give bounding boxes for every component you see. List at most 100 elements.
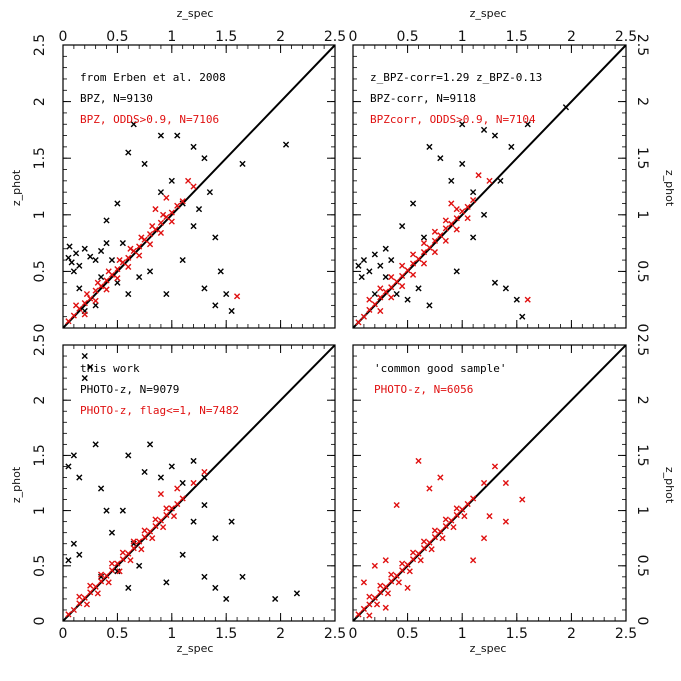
point-stroke xyxy=(160,211,167,218)
point-stroke xyxy=(76,305,83,312)
scatter-point-red xyxy=(459,208,466,215)
x-tick-label-bottom: 0.5 xyxy=(106,626,128,642)
scatter-point-red xyxy=(428,546,435,553)
scatter-point-black xyxy=(97,273,105,281)
scatter-point-red xyxy=(399,262,406,269)
scatter-point-red xyxy=(146,241,154,248)
scatter-point-red xyxy=(519,496,526,503)
scatter-point-red xyxy=(442,225,449,232)
scatter-point-red xyxy=(87,589,94,596)
scatter-point-red xyxy=(409,271,417,278)
point-stroke xyxy=(179,551,186,558)
scatter-point-red xyxy=(486,177,493,184)
point-stroke xyxy=(108,529,116,536)
point-stroke xyxy=(125,550,132,557)
annotation-top-left-3: BPZ, ODDS>0.9, N=7106 xyxy=(80,113,219,126)
point-stroke xyxy=(185,177,192,184)
point-stroke xyxy=(103,507,110,514)
point-stroke xyxy=(174,132,181,139)
scatter-point-red xyxy=(475,172,482,179)
point-stroke xyxy=(464,500,471,508)
point-stroke xyxy=(388,284,395,291)
point-stroke xyxy=(373,601,381,608)
point-stroke xyxy=(114,560,121,567)
scatter-point-black xyxy=(108,529,116,536)
scatter-point-red xyxy=(366,296,373,303)
scatter-point-red xyxy=(127,245,134,252)
scatter-point-red xyxy=(70,312,77,319)
scatter-point-black xyxy=(179,200,186,207)
scatter-point-red xyxy=(409,556,417,563)
scatter-point-red xyxy=(464,215,471,222)
x-axis-label-top-left: z_spec xyxy=(177,7,214,20)
scatter-point-black xyxy=(141,468,148,476)
one-to-one-line xyxy=(63,345,335,621)
point-stroke xyxy=(431,527,438,534)
scatter-point-black xyxy=(190,457,197,465)
point-stroke xyxy=(409,556,417,563)
point-stroke xyxy=(206,189,213,196)
scatter-point-red xyxy=(87,582,94,589)
scatter-point-red xyxy=(127,557,134,564)
point-stroke xyxy=(114,279,121,286)
scatter-point-red xyxy=(94,279,101,286)
point-stroke xyxy=(83,601,91,608)
point-stroke xyxy=(371,562,378,569)
scatter-point-red xyxy=(163,213,170,221)
point-stroke xyxy=(127,245,134,252)
point-stroke xyxy=(470,557,477,564)
scatter-point-red xyxy=(382,604,389,611)
annotation-bottom-right-2: PHOTO-z, N=6056 xyxy=(374,383,473,396)
scatter-point-black xyxy=(239,160,246,167)
x-tick-label-top: 1 xyxy=(167,29,176,45)
point-stroke xyxy=(146,230,154,238)
scatter-point-black xyxy=(136,273,143,281)
point-stroke xyxy=(366,296,373,303)
annotation-bottom-left-2: PHOTO-z, N=9079 xyxy=(80,383,179,396)
scatter-point-black xyxy=(68,259,75,266)
scatter-point-red xyxy=(366,306,373,313)
scatter-point-red xyxy=(355,611,362,618)
point-stroke xyxy=(146,441,154,448)
scatter-point-red xyxy=(97,571,105,578)
point-stroke xyxy=(114,568,121,575)
point-stroke xyxy=(76,285,83,292)
point-stroke xyxy=(415,550,422,557)
y-tick-label-left: 2.5 xyxy=(32,334,48,356)
point-stroke xyxy=(130,247,137,255)
point-stroke xyxy=(97,247,105,255)
x-tick-label-top: 1.5 xyxy=(506,29,528,45)
point-stroke xyxy=(272,595,279,603)
scatter-point-black xyxy=(426,143,433,150)
point-stroke xyxy=(146,528,154,535)
scatter-point-black xyxy=(426,302,433,309)
point-stroke xyxy=(399,283,406,290)
point-stroke xyxy=(163,505,170,512)
scatter-point-red xyxy=(459,506,466,513)
point-stroke xyxy=(377,294,384,301)
point-stroke xyxy=(116,256,123,264)
point-stroke xyxy=(437,474,444,481)
panel-top-left xyxy=(63,45,335,328)
scatter-point-red xyxy=(453,505,460,512)
scatter-point-black xyxy=(399,223,406,230)
scatter-point-black xyxy=(437,155,444,162)
point-stroke xyxy=(97,578,105,585)
scatter-point-black xyxy=(459,121,466,128)
y-tick-label-right: 1 xyxy=(634,506,650,515)
point-stroke xyxy=(72,250,80,257)
point-stroke xyxy=(450,524,457,531)
point-stroke xyxy=(377,262,384,269)
point-stroke xyxy=(168,463,175,470)
scatter-point-red xyxy=(179,495,186,502)
point-stroke xyxy=(464,215,471,222)
point-stroke xyxy=(404,267,411,274)
point-stroke xyxy=(491,132,499,139)
point-stroke xyxy=(384,590,392,597)
scatter-point-red xyxy=(442,516,449,523)
scatter-point-red xyxy=(163,505,170,512)
scatter-point-black xyxy=(81,245,88,252)
scatter-point-red xyxy=(502,518,509,525)
scatter-point-red xyxy=(141,534,148,541)
scatter-point-black xyxy=(97,485,105,492)
